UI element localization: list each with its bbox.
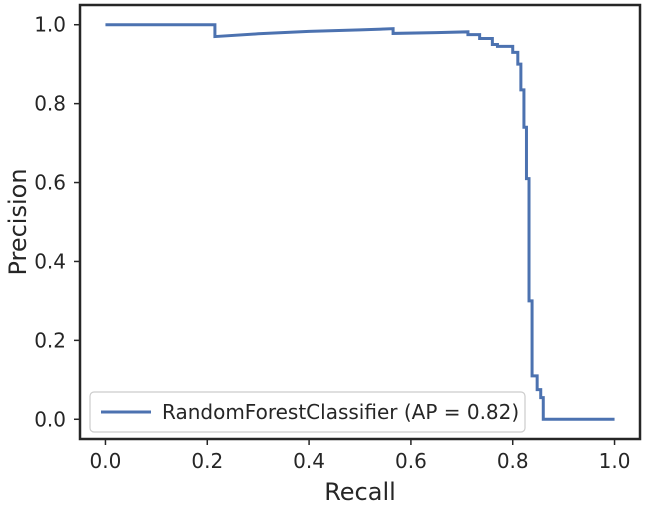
y-tick-label: 0.6	[34, 171, 66, 195]
y-axis-title: Precision	[4, 168, 32, 275]
y-tick-label: 0.0	[34, 407, 66, 431]
x-tick-label: 0.8	[497, 449, 529, 473]
x-axis-ticks: 0.0 0.2 0.4 0.6 0.8 1.0	[90, 439, 631, 473]
y-tick-label: 0.2	[34, 328, 66, 352]
legend-label: RandomForestClassifier (AP = 0.82)	[162, 400, 519, 424]
y-tick-label: 1.0	[34, 13, 66, 37]
y-tick-label: 0.4	[34, 249, 66, 273]
x-tick-label: 0.4	[293, 449, 325, 473]
y-axis-ticks: 0.0 0.2 0.4 0.6 0.8 1.0	[34, 13, 80, 431]
x-tick-label: 0.2	[191, 449, 223, 473]
series-line-0	[105, 23, 615, 421]
x-tick-label: 0.6	[395, 449, 427, 473]
x-tick-label: 0.0	[90, 449, 122, 473]
series-layer	[105, 23, 615, 421]
y-tick-label: 0.8	[34, 92, 66, 116]
legend-box	[89, 391, 526, 433]
legend: RandomForestClassifier (AP = 0.82)	[89, 391, 526, 433]
x-tick-label: 1.0	[599, 449, 631, 473]
x-axis-title: Recall	[324, 478, 396, 506]
plot-area	[78, 3, 642, 441]
